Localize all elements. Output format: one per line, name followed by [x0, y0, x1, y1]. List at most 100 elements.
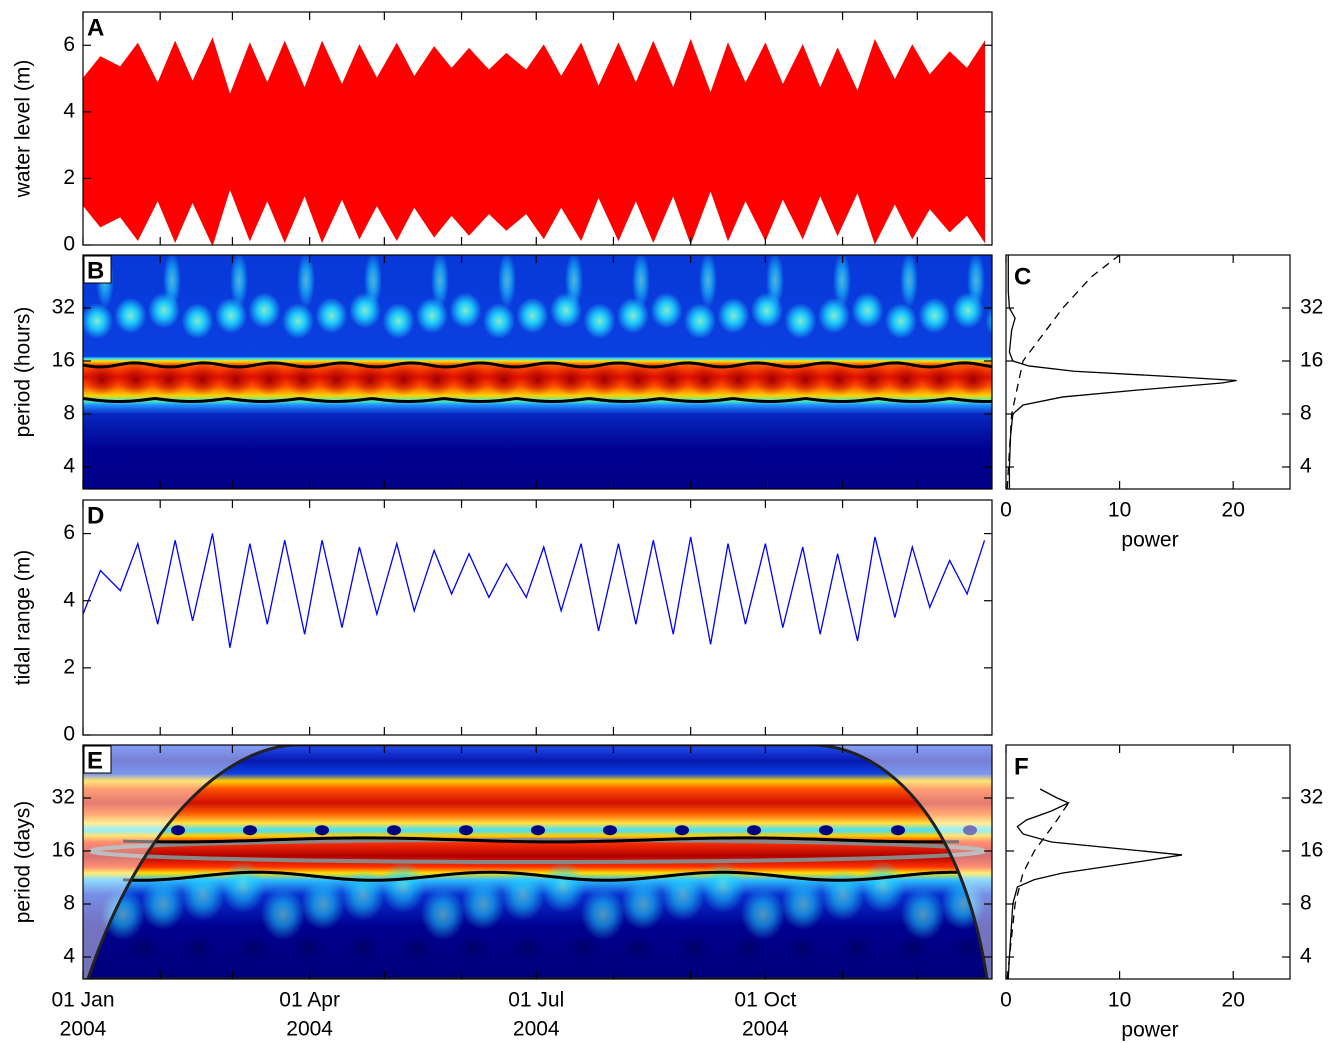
- label-box: [83, 255, 112, 284]
- heatmap-cell: [420, 363, 454, 396]
- heatmap-cell: [661, 868, 705, 921]
- heatmap-cell: [301, 878, 345, 931]
- y-tick-label: 16: [52, 349, 75, 372]
- x-axis-label: power: [1121, 529, 1178, 552]
- y-tick-label: 8: [63, 402, 75, 425]
- contour: [122, 870, 960, 882]
- heatmap-cell: [766, 255, 784, 309]
- heatmap-cell: [963, 825, 977, 836]
- heatmap-cell: [889, 363, 923, 396]
- frame: [1005, 254, 1291, 490]
- heatmap-cell: [618, 931, 658, 964]
- heatmap-cell: [516, 297, 549, 334]
- heatmap-cell: [717, 297, 750, 334]
- heatmap-cell: [741, 888, 785, 941]
- contour: [122, 836, 960, 844]
- heatmap-cell: [684, 302, 716, 339]
- heatmap-cell: [581, 888, 625, 941]
- heatmap-cell: [621, 363, 655, 396]
- heatmap-cell: [398, 931, 438, 964]
- y-axis-label: period (days): [12, 801, 35, 924]
- label-box: [83, 745, 112, 774]
- heatmap-cell: [989, 371, 992, 389]
- heatmap-cell: [755, 363, 789, 396]
- plot-area: [83, 745, 992, 979]
- heatmap-cell: [985, 306, 992, 336]
- x-tick-label: 10: [1108, 989, 1131, 1012]
- heatmap-cell: [632, 255, 650, 309]
- heatmap-cell: [181, 302, 214, 339]
- x-tick-label: 01 Apr: [279, 989, 340, 1012]
- x-tick-sublabel: 2004: [60, 1018, 107, 1041]
- y-tick-label: 2: [63, 655, 75, 678]
- y-tick-label: 6: [63, 521, 75, 544]
- panel-letter: C: [1014, 263, 1031, 290]
- frame: [82, 744, 993, 980]
- heatmap-cell: [114, 297, 147, 334]
- y-axis-label: water level (m): [12, 60, 35, 199]
- heatmap-cell: [650, 292, 683, 329]
- heatmap-cell: [541, 860, 585, 913]
- y-tick-label: 32: [1300, 296, 1323, 319]
- heatmap-cell: [728, 931, 768, 964]
- heatmap-cell: [297, 255, 315, 309]
- plot-area: [1006, 255, 1237, 489]
- heatmap-cell: [565, 255, 583, 309]
- heatmap-cell: [721, 363, 756, 396]
- y-tick-label: 4: [63, 99, 75, 122]
- heatmap-cell: [701, 860, 745, 913]
- y-tick-label: 32: [1300, 786, 1323, 809]
- frame: [82, 499, 993, 736]
- contour: [83, 396, 992, 403]
- series-line: [1006, 255, 1120, 489]
- y-tick-label: 2: [63, 166, 75, 189]
- heatmap-cell: [784, 302, 817, 339]
- frame: [82, 11, 993, 246]
- heatmap-cell: [85, 363, 119, 396]
- heatmap-cell: [833, 255, 851, 309]
- heatmap-cell: [900, 255, 918, 309]
- panel-letter: E: [87, 747, 103, 774]
- y-tick-label: 0: [63, 723, 75, 746]
- heatmap-cell: [747, 825, 761, 836]
- y-tick-label: 32: [52, 296, 75, 319]
- heatmap-cell: [286, 363, 320, 396]
- heatmap-cell: [282, 302, 314, 339]
- heatmap-cell: [459, 825, 473, 836]
- heatmap-cell: [252, 363, 287, 396]
- heatmap-cell: [453, 363, 488, 396]
- plot-area: [83, 533, 986, 648]
- y-tick-label: 16: [1300, 839, 1323, 862]
- y-tick-label: 4: [1300, 455, 1312, 478]
- panel-letter: D: [87, 502, 104, 529]
- heatmap-cell: [781, 878, 825, 931]
- plot-area: [83, 37, 986, 245]
- coi-line: [86, 745, 989, 979]
- x-tick-sublabel: 2004: [513, 1018, 560, 1041]
- heatmap-cell: [822, 363, 856, 396]
- heatmap-cell: [319, 363, 354, 396]
- x-tick-sublabel: 2004: [286, 1018, 333, 1041]
- heatmap-cell: [315, 825, 329, 836]
- contour: [83, 361, 992, 369]
- heatmap-cell: [520, 363, 555, 396]
- x-tick-label: 01 Jul: [508, 989, 564, 1012]
- heatmap-cell: [587, 363, 622, 396]
- heatmap-cell: [181, 868, 225, 921]
- heatmap-cell: [956, 363, 990, 396]
- heatmap-cell: [821, 868, 865, 921]
- heatmap-cell: [288, 931, 328, 964]
- heatmap-cell: [838, 931, 878, 964]
- heatmap-cell: [248, 292, 281, 329]
- heatmap-cell: [901, 888, 945, 941]
- heatmap-cell: [783, 931, 823, 964]
- heatmap-cell: [353, 363, 387, 396]
- heatmap-cell: [449, 292, 482, 329]
- heatmap-cell: [364, 255, 382, 309]
- water-level-area: [83, 37, 986, 245]
- heatmap-cell: [654, 363, 689, 396]
- heatmap-cell: [487, 363, 521, 396]
- y-tick-label: 4: [63, 455, 75, 478]
- heatmap-cell: [185, 363, 220, 396]
- x-tick-label: 20: [1222, 989, 1245, 1012]
